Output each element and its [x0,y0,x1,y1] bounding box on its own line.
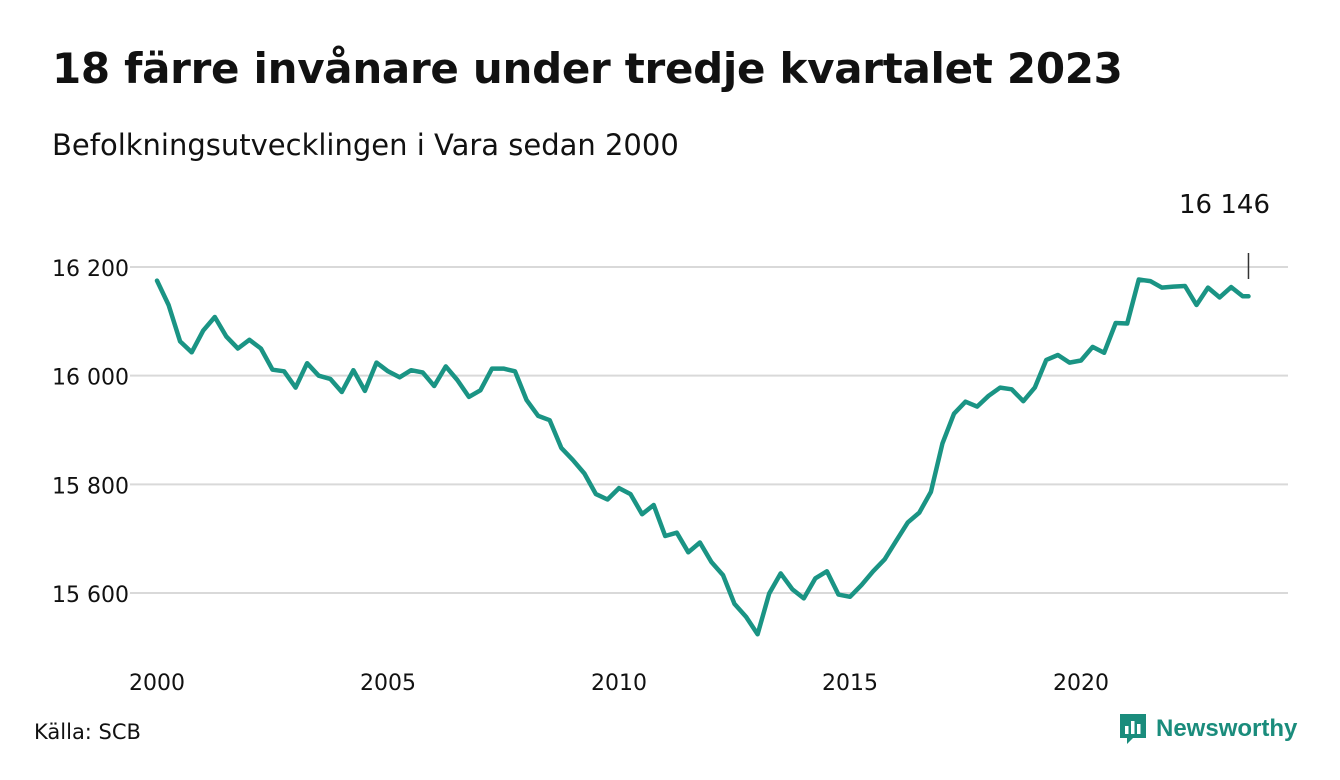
annotation-label: 16 146 [1179,190,1270,220]
x-tick-label: 2010 [591,671,647,696]
x-tick-label: 2020 [1053,671,1109,696]
series-line [154,277,1251,637]
x-tick-label: 2005 [360,671,416,696]
y-tick-label: 15 800 [52,474,129,499]
chart-title: 18 färre invånare under tredje kvartalet… [52,44,1123,93]
x-tick-label: 2015 [822,671,878,696]
y-tick-label: 16 000 [52,366,129,391]
source-note: Källa: SCB [34,720,141,744]
chart-subtitle: Befolkningsutvecklingen i Vara sedan 200… [52,128,679,162]
y-tick-label: 16 200 [52,257,129,282]
brand-name: Newsworthy [1156,715,1298,742]
y-tick-label: 15 600 [52,583,129,608]
newsworthy-brand[interactable]: Newsworthy [1118,712,1297,746]
x-tick-label: 2000 [129,671,185,696]
newsworthy-logo-icon [1120,714,1146,744]
